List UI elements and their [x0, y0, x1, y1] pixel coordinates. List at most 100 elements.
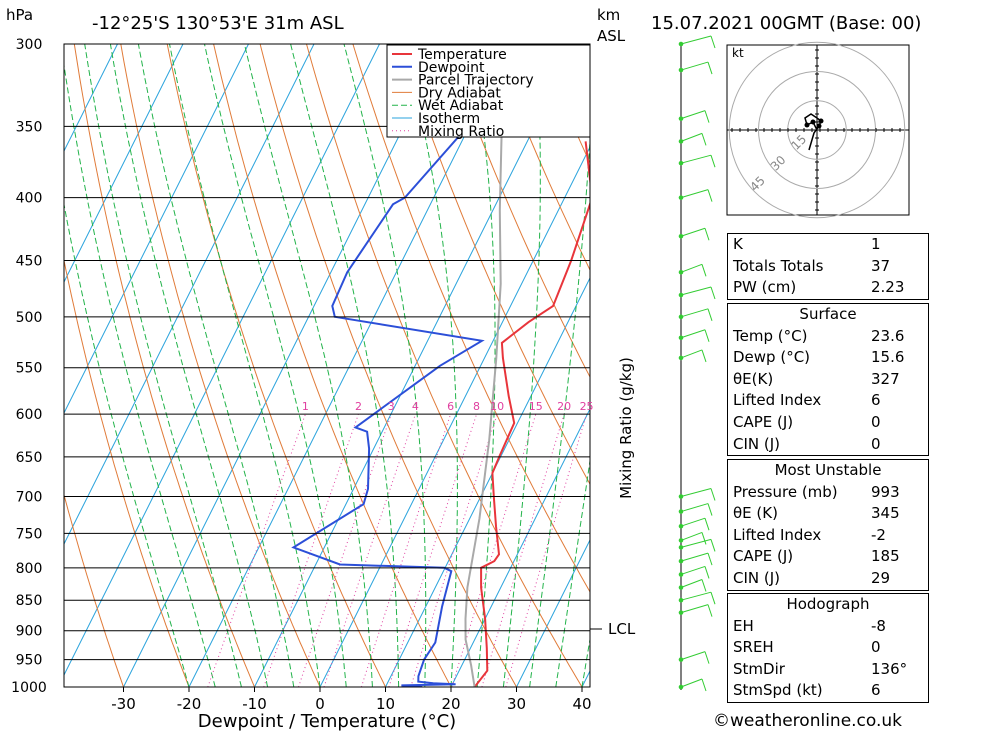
mu-li-label: Lifted Index	[733, 525, 822, 544]
mu-li-value: -2	[871, 525, 886, 544]
hodograph-point	[810, 119, 816, 125]
mu-cape-label: CAPE (J)	[733, 547, 794, 566]
wind-barb	[680, 110, 706, 120]
wind-barb-flag	[701, 133, 707, 146]
wind-barb	[680, 604, 709, 614]
wind-barb-flag	[704, 566, 710, 579]
surface-cape-label: CAPE (J)	[733, 412, 794, 431]
temperature-tick-label: 30	[507, 695, 526, 713]
wet-adiabat-line	[502, 44, 541, 687]
wind-barb-flag	[710, 35, 716, 49]
isotherm-line	[450, 407, 590, 687]
wind-barb-flag	[707, 503, 713, 516]
pressure-tick-label: 650	[16, 450, 43, 466]
pressure-tick-label: 750	[16, 526, 43, 542]
pressure-tick-label: 850	[16, 593, 43, 609]
dry-adiabat-line	[491, 44, 590, 272]
height-unit-top: km	[597, 6, 620, 24]
mixing-ratio-label: 4	[412, 400, 419, 413]
totals-value: 37	[871, 256, 891, 275]
wind-barb-flag	[704, 329, 710, 342]
wind-barb	[680, 61, 709, 71]
sreh-value: 0	[871, 638, 881, 657]
hodograph-trace	[804, 113, 822, 151]
pressure-tick-label: 350	[16, 119, 43, 135]
surface-li-label: Lifted Index	[733, 391, 822, 410]
surface-cape-value: 0	[871, 412, 881, 431]
wind-barb	[680, 579, 703, 588]
wind-barb-flag	[710, 488, 716, 501]
surface-temp-label: Temp (°C)	[733, 326, 808, 345]
mu-row: θE (K) 345	[728, 503, 928, 525]
wind-barb-flag	[707, 189, 713, 202]
wind-barb	[680, 263, 703, 273]
pressure-tick-label: 300	[16, 37, 43, 53]
wind-barb-flag	[710, 592, 716, 605]
wind-barb	[680, 531, 703, 541]
wind-barb	[680, 154, 712, 164]
wind-barb-flag	[704, 518, 710, 531]
hodograph-ring	[728, 41, 906, 219]
wet-adiabat-line	[243, 44, 373, 687]
dry-adiabat-line	[259, 44, 517, 687]
wind-barb	[680, 538, 712, 548]
wind-barb-dot	[678, 269, 684, 275]
wet-adiabat-line	[529, 133, 590, 687]
temperature-tick-label: 0	[315, 695, 325, 713]
mu-row: Lifted Index -2	[728, 525, 928, 547]
wind-barb	[680, 227, 706, 237]
datetime-title: 15.07.2021 00GMT (Base: 00)	[651, 13, 921, 34]
wind-barb-flag	[701, 349, 707, 363]
surface-row: Temp (°C) 23.6	[728, 326, 928, 348]
hodograph-point	[804, 122, 810, 128]
wind-barb	[680, 651, 706, 661]
wind-barb-flag	[701, 678, 707, 692]
surface-cin-value: 0	[871, 434, 881, 453]
pressure-tick-label: 950	[16, 653, 43, 669]
wind-barb-flag	[710, 286, 716, 300]
isotherm-line	[516, 538, 590, 687]
wind-barb	[680, 286, 712, 296]
pressure-tick-label: 900	[16, 624, 43, 640]
surface-row: CAPE (J) 0	[728, 412, 928, 434]
wind-barb	[680, 488, 712, 497]
dry-adiabat-line	[445, 44, 590, 379]
dry-adiabat-line	[120, 44, 321, 687]
mixing-ratio-line	[263, 414, 359, 687]
pressure-tick-label: 400	[16, 191, 43, 207]
wet-adiabat-line	[581, 635, 590, 687]
wet-adiabat-line	[555, 458, 590, 687]
wind-barb-flag	[701, 264, 707, 277]
wind-barb-flag	[701, 532, 707, 545]
hodograph-point	[818, 118, 824, 124]
legend-label: Mixing Ratio	[418, 124, 504, 140]
stmdir-value: 136°	[871, 659, 908, 678]
mixing-ratio-label: 1	[302, 400, 309, 413]
totals-label: Totals Totals	[733, 256, 824, 275]
wet-adiabat-line	[204, 44, 347, 687]
wind-barb	[680, 308, 709, 318]
wind-barb-flag	[710, 539, 716, 552]
wind-barb-dot	[678, 509, 684, 514]
mu-row: CIN (J) 29	[728, 568, 928, 590]
sreh-label: SREH	[733, 638, 774, 657]
wind-barb	[680, 678, 703, 688]
pressure-tick-label: 800	[16, 561, 43, 577]
isotherm-line	[64, 44, 184, 284]
wind-barb	[680, 35, 712, 45]
height-unit-bottom: ASL	[597, 27, 626, 45]
hodo-row: SREH 0	[728, 637, 928, 659]
wind-barb-flag	[710, 155, 716, 168]
mu-pressure-value: 993	[871, 482, 900, 501]
wind-barb	[680, 552, 709, 562]
hodograph-point	[816, 123, 822, 129]
dewpoint-profile	[291, 52, 514, 687]
surface-dewp-label: Dewp (°C)	[733, 348, 811, 367]
wind-barb	[680, 503, 709, 513]
mixing-ratio-line	[298, 414, 392, 687]
legend-label: Isotherm	[418, 111, 480, 127]
mixing-ratio-label: 8	[473, 400, 480, 413]
